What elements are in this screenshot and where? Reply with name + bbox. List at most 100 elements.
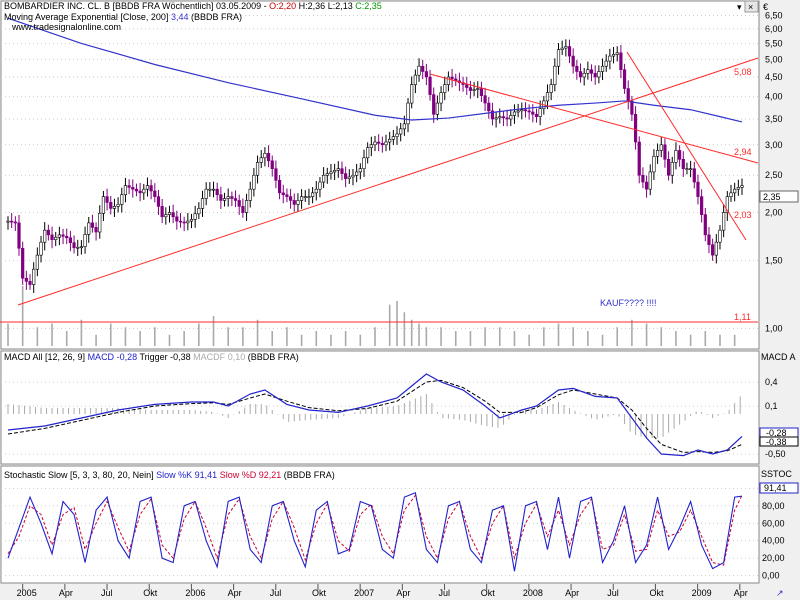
candle-body — [156, 196, 161, 207]
candle-body — [333, 170, 337, 173]
candle-body — [611, 54, 616, 57]
candle-body — [689, 168, 693, 170]
x-tick-label: 2005 — [17, 588, 37, 598]
candle-body — [355, 171, 359, 176]
level-label-mid: 2,94 — [734, 147, 752, 157]
candle-body — [707, 234, 711, 245]
volume-bar — [469, 331, 472, 346]
volume-bar — [543, 327, 545, 346]
candle-body — [516, 110, 520, 113]
stochastic-slow-d-line — [7, 494, 743, 566]
candle-body — [417, 65, 421, 76]
trendline-support-rising — [17, 57, 759, 306]
volume-bar — [95, 334, 97, 346]
candle-body — [703, 214, 707, 236]
axis-ticks: 6,50 6,00 5,50 5,00 4,50 4,00 3,50 3,00 2,50 2,00… — [17, 11, 790, 598]
volume-bar — [660, 327, 663, 346]
price-panel[interactable] — [0, 0, 760, 350]
level-label-low: 2,03 — [734, 210, 752, 220]
volume-bar — [271, 331, 274, 346]
trigger-value-box — [759, 436, 799, 447]
candle-body — [274, 168, 278, 181]
candle-body — [127, 185, 131, 188]
x-tick-label: Jul — [101, 588, 113, 598]
volume-bar — [227, 327, 229, 346]
candle-body — [351, 174, 355, 178]
candle-body — [736, 187, 740, 190]
candle-body — [531, 111, 535, 115]
price-tick-label: 4,50 — [765, 72, 783, 82]
candle-body — [395, 133, 399, 137]
candle-body — [83, 234, 87, 248]
candle-body — [366, 147, 370, 159]
candle-body — [465, 84, 469, 88]
candle-body — [432, 94, 436, 115]
volume-bar — [256, 319, 259, 346]
macd-axis-label: MACD A — [761, 352, 796, 362]
x-tick-label: Okt — [481, 588, 496, 598]
close-button[interactable] — [744, 0, 759, 13]
candle-body — [421, 65, 425, 72]
candle-body — [402, 123, 406, 130]
volume-bar — [513, 331, 516, 346]
candle-body — [740, 185, 744, 188]
corner-arrow-icon[interactable]: ↗ — [776, 588, 784, 598]
candle-body — [24, 277, 28, 282]
candle-body — [299, 196, 304, 201]
candle-body — [567, 46, 572, 57]
candle-body — [35, 254, 39, 270]
volume-bar — [198, 323, 200, 346]
candle-body — [277, 180, 282, 194]
candle-body — [527, 110, 531, 113]
x-tick-label: Jul — [607, 588, 619, 598]
candle-body — [226, 196, 230, 199]
x-tick-label: 2006 — [185, 588, 205, 598]
volume-bar — [139, 331, 141, 346]
volume-bar — [286, 327, 288, 346]
candle-body — [28, 281, 32, 285]
close-icon[interactable]: × — [748, 2, 753, 12]
x-tick-label: Apr — [734, 588, 748, 598]
volume-bar — [65, 331, 68, 346]
stochastic-axis-label: SSTOC — [761, 469, 792, 479]
candle-body — [406, 102, 410, 125]
macd-tick-label: 0,4 — [765, 377, 778, 387]
expand-icon[interactable]: ▾ — [737, 2, 742, 12]
trendline-steep-falling — [626, 51, 747, 241]
candle-body — [509, 115, 513, 120]
candle-body — [123, 185, 128, 196]
candle-body — [700, 196, 704, 215]
candle-body — [50, 234, 54, 241]
price-candles — [6, 39, 744, 293]
volume-bar — [124, 327, 127, 346]
candle-body — [116, 204, 120, 207]
candle-body — [296, 200, 300, 205]
candle-body — [410, 84, 414, 104]
stochastic-tick-label: 60,00 — [762, 518, 785, 528]
x-tick-label: Apr — [228, 588, 242, 598]
candle-body — [285, 194, 289, 197]
stochastic-tick-label: 0,00 — [762, 571, 780, 581]
volume-bars — [7, 286, 736, 346]
candle-body — [344, 173, 348, 179]
volume-bar — [425, 327, 428, 346]
trend-lines — [0, 51, 759, 323]
candle-body — [560, 47, 564, 50]
x-tick-label: Apr — [396, 588, 410, 598]
source-url[interactable]: www.tradesignalonline.com — [11, 22, 121, 32]
candle-body — [604, 60, 608, 67]
macd-panel[interactable] — [0, 350, 760, 465]
volume-bar — [403, 312, 406, 346]
candle-body — [362, 157, 366, 169]
volume-bar — [242, 327, 244, 346]
volume-bar — [359, 334, 362, 346]
candle-body — [476, 88, 480, 90]
volume-bar — [498, 327, 501, 346]
stochastic-panel[interactable] — [0, 465, 760, 584]
volume-bar — [212, 316, 215, 346]
candle-body — [487, 102, 491, 112]
candle-body — [681, 159, 685, 169]
candle-body — [255, 162, 260, 176]
volume-bar — [51, 323, 53, 346]
candle-body — [263, 153, 267, 159]
